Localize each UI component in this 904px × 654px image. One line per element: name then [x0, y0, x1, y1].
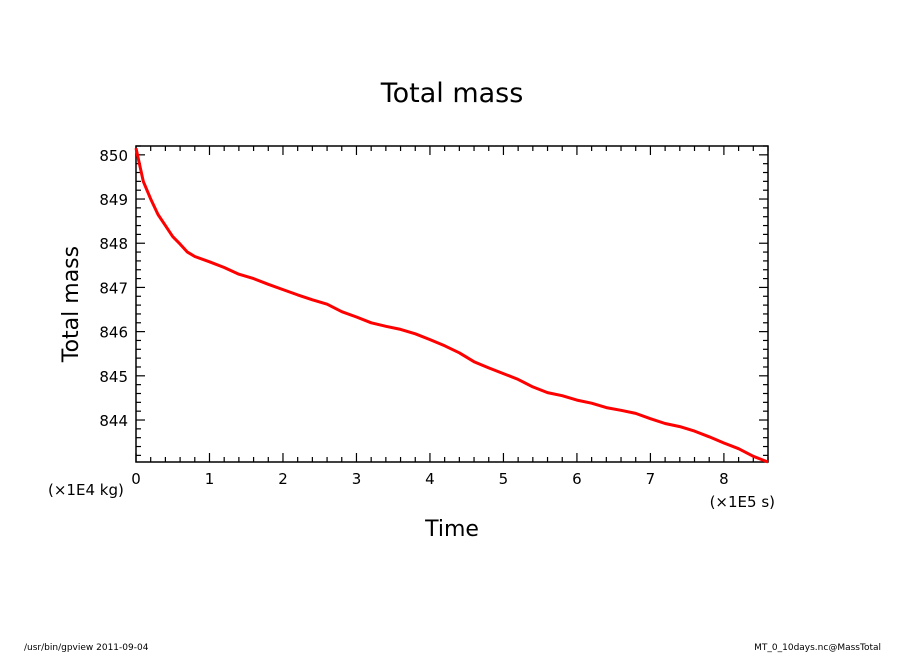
x-tick-label: 3	[352, 470, 362, 488]
plot-frame	[135, 145, 769, 463]
y-tick-label: 850	[99, 147, 128, 165]
x-tick-labels: 0 1 2 3 4 5 6 7 8	[131, 470, 728, 488]
y-tick-label: 844	[99, 412, 128, 430]
y-tick-label: 848	[99, 235, 128, 253]
y-tick-labels: 844 845 846 847 848 849 850	[99, 147, 128, 430]
x-tick-label: 7	[646, 470, 656, 488]
x-tick-label: 5	[499, 470, 509, 488]
y-tick-label: 847	[99, 279, 128, 297]
y-axis-label: Total mass	[59, 246, 84, 363]
y-unit-label: (×1E4 kg)	[48, 481, 124, 499]
y-tick-label: 849	[99, 191, 128, 209]
x-tick-label: 2	[278, 470, 288, 488]
chart-title: Total mass	[380, 78, 524, 109]
x-tick-label: 1	[205, 470, 215, 488]
x-tick-label: 0	[131, 470, 141, 488]
footer-left-text: /usr/bin/gpview 2011-09-04	[24, 643, 149, 653]
x-axis-label: Time	[424, 517, 479, 542]
footer-right-text: MT_0_10days.nc@MassTotal	[754, 643, 881, 653]
x-tick-label: 4	[425, 470, 435, 488]
y-tick-label: 845	[99, 368, 128, 386]
x-tick-label: 8	[719, 470, 729, 488]
y-tick-label: 846	[99, 324, 128, 342]
x-tick-label: 6	[572, 470, 582, 488]
series-line-total-mass	[134, 147, 769, 464]
x-unit-label: (×1E5 s)	[710, 493, 775, 511]
axis-ticks	[135, 145, 769, 462]
